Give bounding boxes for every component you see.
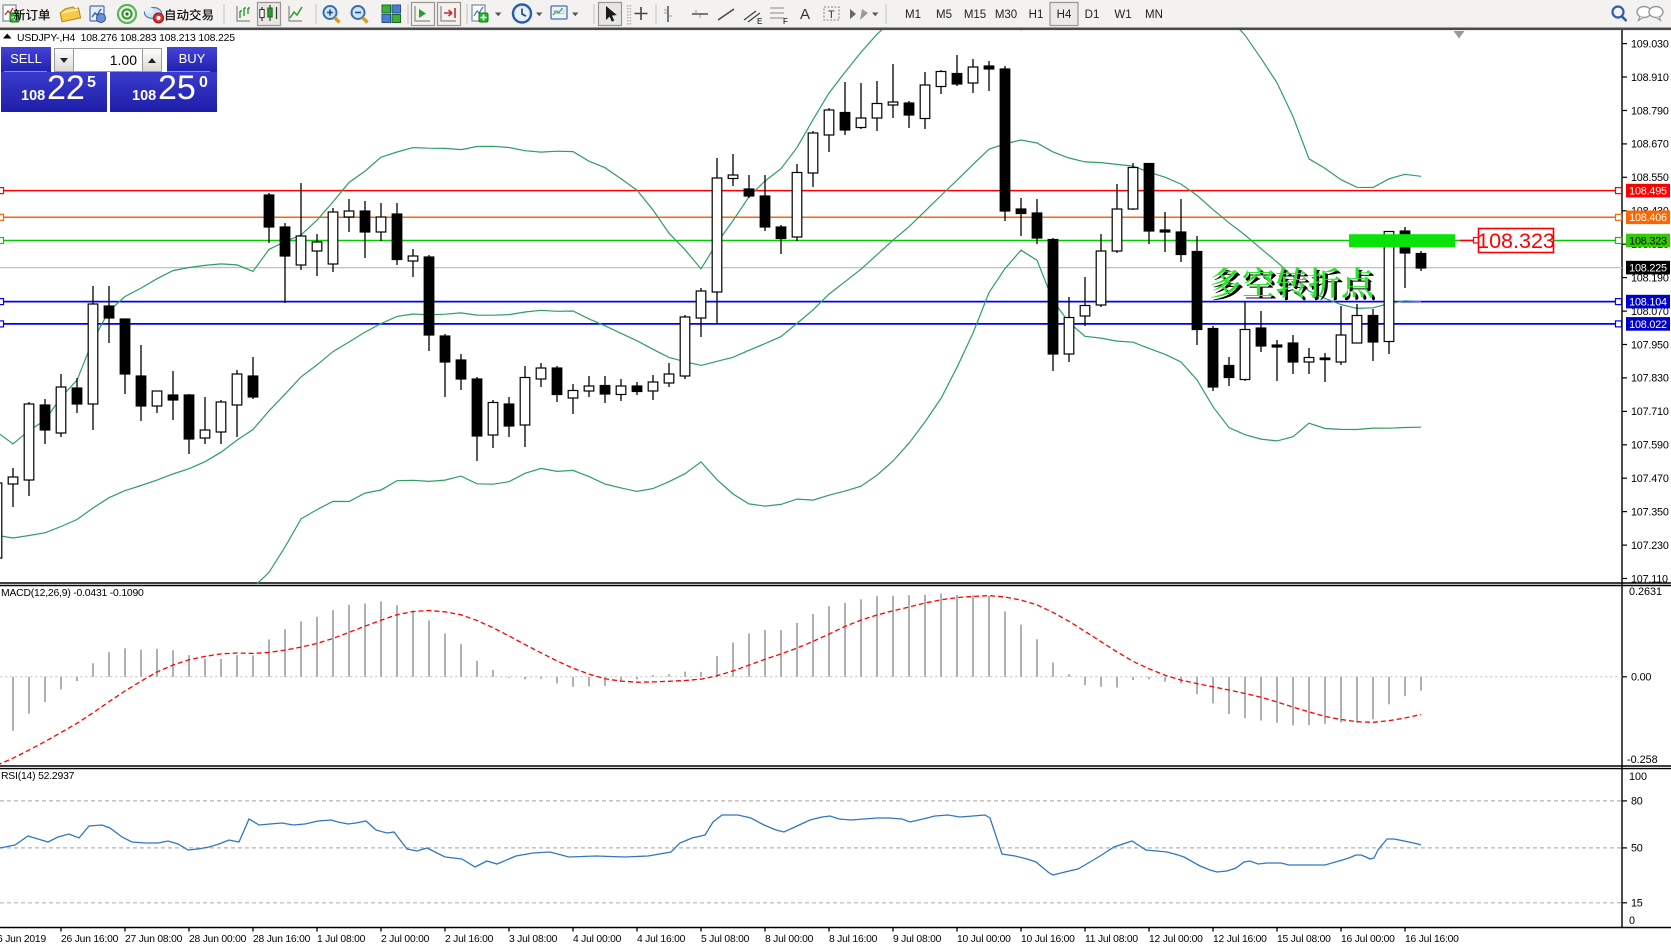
svg-text:2 Jul 16:00: 2 Jul 16:00 (445, 934, 494, 945)
svg-text:16 Jul 16:00: 16 Jul 16:00 (1405, 934, 1459, 945)
svg-text:15 Jul 08:00: 15 Jul 08:00 (1277, 934, 1331, 945)
svg-text:108.550: 108.550 (1631, 172, 1669, 184)
svg-text:0.2631: 0.2631 (1629, 586, 1662, 598)
svg-text:27 Jun 08:00: 27 Jun 08:00 (125, 934, 183, 945)
svg-text:107.710: 107.710 (1631, 406, 1669, 418)
svg-text:50: 50 (1631, 843, 1643, 855)
svg-text:108.495: 108.495 (1629, 186, 1667, 198)
svg-text:8 Jul 00:00: 8 Jul 00:00 (765, 934, 814, 945)
svg-text:0.00: 0.00 (1631, 672, 1651, 684)
svg-text:0: 0 (1629, 915, 1635, 927)
svg-text:107.950: 107.950 (1631, 339, 1669, 351)
svg-text:108.190: 108.190 (1631, 272, 1669, 284)
svg-text:12 Jul 00:00: 12 Jul 00:00 (1149, 934, 1203, 945)
svg-text:107.830: 107.830 (1631, 373, 1669, 385)
svg-text:109.030: 109.030 (1631, 38, 1669, 50)
svg-text:108.070: 108.070 (1631, 306, 1669, 318)
svg-text:28 Jun 00:00: 28 Jun 00:00 (189, 934, 247, 945)
svg-text:108.225: 108.225 (1629, 263, 1667, 275)
svg-text:USDJPY-,H4 108.276 108.283 10: USDJPY-,H4 108.276 108.283 108.213 108.2… (17, 33, 235, 44)
svg-text:108.323: 108.323 (1629, 235, 1667, 247)
svg-text:108.670: 108.670 (1631, 139, 1669, 151)
svg-text:H1: H1 (1029, 9, 1044, 21)
svg-text:MACD(12,26,9) -0.0431 -0.1090: MACD(12,26,9) -0.0431 -0.1090 (1, 588, 144, 599)
svg-text:M30: M30 (995, 9, 1017, 21)
svg-text:28 Jun 16:00: 28 Jun 16:00 (253, 934, 311, 945)
svg-text:108.104: 108.104 (1629, 297, 1667, 309)
svg-text:80: 80 (1631, 796, 1643, 808)
svg-text:1 Jul 08:00: 1 Jul 08:00 (317, 934, 366, 945)
svg-text:26 Jun 16:00: 26 Jun 16:00 (61, 934, 119, 945)
svg-text:107.590: 107.590 (1631, 440, 1669, 452)
svg-text:108.790: 108.790 (1631, 105, 1669, 117)
svg-text:9 Jul 08:00: 9 Jul 08:00 (893, 934, 942, 945)
svg-text:4 Jul 00:00: 4 Jul 00:00 (573, 934, 622, 945)
svg-text:T: T (828, 9, 835, 21)
svg-text:108.323: 108.323 (1477, 229, 1555, 253)
svg-text:108.406: 108.406 (1629, 212, 1667, 224)
svg-text:-0.258: -0.258 (1627, 754, 1658, 766)
svg-text:100: 100 (1629, 771, 1647, 783)
svg-text:3 Jul 08:00: 3 Jul 08:00 (509, 934, 558, 945)
svg-text:10 Jul 16:00: 10 Jul 16:00 (1021, 934, 1075, 945)
svg-text:8 Jul 16:00: 8 Jul 16:00 (829, 934, 878, 945)
svg-text:11 Jul 08:00: 11 Jul 08:00 (1085, 934, 1138, 945)
svg-text:108.022: 108.022 (1629, 319, 1667, 331)
svg-text:15: 15 (1631, 898, 1643, 910)
svg-text:5 Jul 08:00: 5 Jul 08:00 (701, 934, 750, 945)
svg-text:W1: W1 (1114, 9, 1131, 21)
svg-text:2 Jul 00:00: 2 Jul 00:00 (381, 934, 430, 945)
svg-text:107.350: 107.350 (1631, 506, 1669, 518)
svg-text:MN: MN (1145, 9, 1163, 21)
svg-text:12 Jul 16:00: 12 Jul 16:00 (1213, 934, 1267, 945)
svg-text:A: A (800, 6, 810, 23)
svg-text:108.910: 108.910 (1631, 72, 1669, 84)
svg-text:M5: M5 (936, 9, 952, 21)
svg-text:16 Jul 00:00: 16 Jul 00:00 (1341, 934, 1395, 945)
svg-text:M15: M15 (964, 9, 986, 21)
svg-text:10 Jul 00:00: 10 Jul 00:00 (957, 934, 1011, 945)
svg-text:107.230: 107.230 (1631, 540, 1669, 552)
svg-text:26 Jun 2019: 26 Jun 2019 (0, 934, 46, 945)
svg-text:107.470: 107.470 (1631, 473, 1669, 485)
svg-text:H4: H4 (1057, 9, 1072, 21)
svg-text:4 Jul 16:00: 4 Jul 16:00 (637, 934, 686, 945)
svg-text:107.110: 107.110 (1631, 573, 1668, 585)
svg-text:F: F (783, 17, 788, 26)
svg-text:RSI(14) 52.2937: RSI(14) 52.2937 (1, 771, 75, 782)
svg-text:M1: M1 (905, 9, 921, 21)
svg-text:D1: D1 (1085, 9, 1100, 21)
svg-text:E: E (757, 17, 762, 26)
